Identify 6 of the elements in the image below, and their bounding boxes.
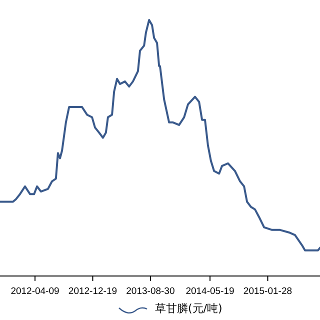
x-tick-label: 2015-01-28 bbox=[243, 286, 292, 297]
x-tick-label: 2013-08-30 bbox=[126, 286, 175, 297]
legend-label: 草甘膦(元/吨) bbox=[155, 302, 222, 315]
x-tick-label: 2012-04-09 bbox=[10, 286, 60, 297]
x-tick-label: 2014-05-19 bbox=[186, 286, 234, 297]
x-tick-label: 2012-12-19 bbox=[68, 286, 118, 297]
